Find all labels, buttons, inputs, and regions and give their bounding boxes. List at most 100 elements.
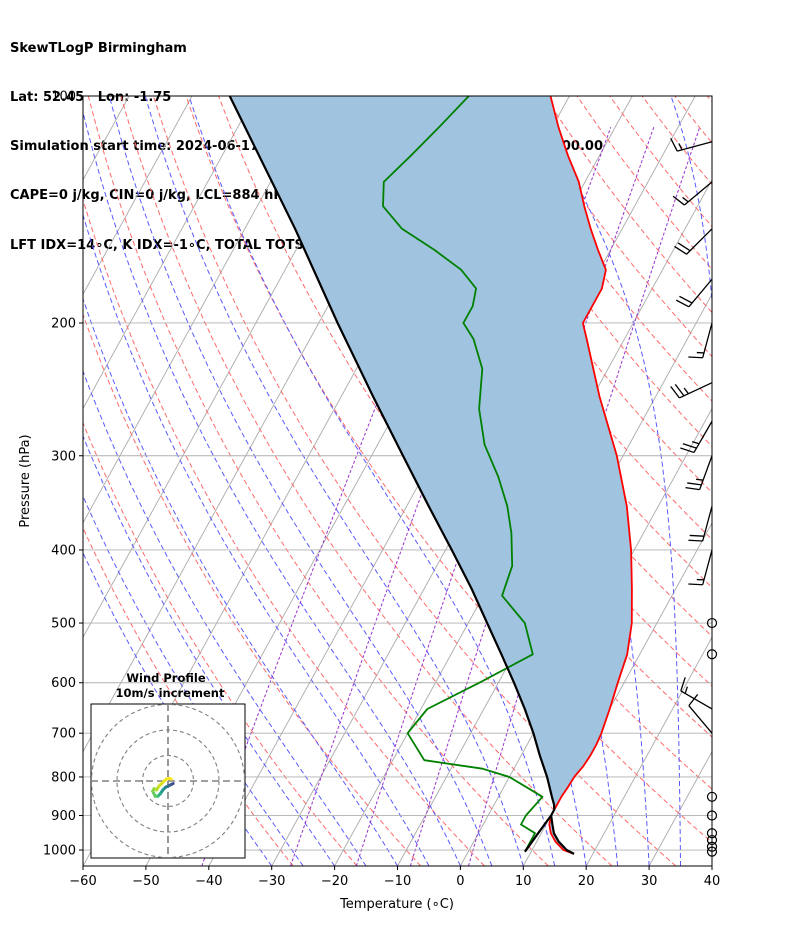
barb-full-flag xyxy=(675,299,690,308)
y-tick-label: 600 xyxy=(51,676,76,691)
shaded-area xyxy=(229,96,632,854)
isotherm xyxy=(775,96,794,866)
x-tick-label: 20 xyxy=(578,874,595,889)
barb-staff xyxy=(688,278,713,308)
wind-barb xyxy=(688,506,713,542)
isotherm xyxy=(460,407,712,866)
calm-wind-barb xyxy=(706,846,718,857)
axis-ticks: −60 −50 −40 −30 −20 −10 0 10 20 30 40 1000 900 800 700… xyxy=(43,90,720,890)
barb-full-flag xyxy=(680,677,686,692)
barb-staff xyxy=(702,322,713,358)
barb-half-flag xyxy=(684,686,688,694)
dry-adiabat xyxy=(641,96,712,186)
barb-staff xyxy=(680,690,713,710)
barb-full-flag xyxy=(688,539,703,542)
barb-full-flag xyxy=(688,356,703,359)
temperature-parcel-shading xyxy=(229,96,632,854)
y-tick-label: 900 xyxy=(51,809,76,824)
dry-adiabat xyxy=(706,96,712,103)
dry-adiabat xyxy=(674,96,712,144)
barb-full-flag xyxy=(688,583,703,586)
y-axis-label: Pressure (hPa) xyxy=(18,434,33,527)
wind-barb xyxy=(672,181,713,206)
barb-full-flag xyxy=(685,486,700,491)
barb-staff xyxy=(677,141,713,152)
calm-wind-barb xyxy=(706,617,718,629)
wind-barb xyxy=(670,382,713,399)
calm-wind-barb xyxy=(706,828,718,839)
y-tick-label: 800 xyxy=(51,770,76,785)
x-tick-label: −20 xyxy=(321,874,348,889)
moist-adiabat xyxy=(83,213,430,866)
y-tick-label: 300 xyxy=(51,449,76,464)
barb-full-flag xyxy=(670,386,680,399)
barb-staff xyxy=(702,506,713,542)
wind-barb xyxy=(685,455,713,491)
hodograph-segment xyxy=(167,776,173,781)
barb-half-flag xyxy=(691,440,700,445)
barb-half-flag xyxy=(678,143,683,151)
y-tick-label: 500 xyxy=(51,617,76,632)
x-tick-label: 10 xyxy=(515,874,532,889)
wind-barb xyxy=(674,228,713,255)
calm-wind-barb xyxy=(706,834,718,846)
wind-barbs xyxy=(670,138,718,857)
barb-full-flag xyxy=(680,447,695,454)
x-tick-label: −60 xyxy=(69,874,96,889)
isotherm xyxy=(711,865,712,866)
dewpoint-line xyxy=(382,96,544,853)
barb-staff xyxy=(679,382,713,399)
dry-adiabat xyxy=(87,96,549,866)
isotherm xyxy=(83,96,256,410)
calm-wind-barb xyxy=(706,810,718,821)
moist-adiabat xyxy=(188,96,556,866)
calm-wind-barb xyxy=(706,841,718,852)
dry-adiabat xyxy=(446,96,712,448)
y-tick-label: 100 xyxy=(51,90,76,105)
barb-full-flag xyxy=(672,195,685,206)
barb-full-flag xyxy=(674,383,685,397)
wind-barb xyxy=(688,549,713,586)
wind-barb xyxy=(675,278,713,308)
dry-adiabat xyxy=(120,96,613,866)
x-tick-label: 30 xyxy=(641,874,658,889)
x-axis-label: Temperature (∘C) xyxy=(339,897,454,912)
barb-full-flag xyxy=(689,534,705,537)
moist-adiabat xyxy=(83,494,304,866)
moist-adiabat xyxy=(83,434,336,866)
wind-barb xyxy=(688,322,713,359)
dry-adiabat xyxy=(83,198,485,866)
moist-adiabat xyxy=(108,96,493,866)
calm-wind-barb xyxy=(706,649,718,660)
y-tick-label: 1000 xyxy=(43,844,76,859)
moist-adiabat xyxy=(144,96,524,866)
barb-full-flag xyxy=(688,693,699,707)
barb-full-flag xyxy=(674,245,687,255)
barb-full-flag xyxy=(682,443,697,449)
x-tick-label: −10 xyxy=(384,874,411,889)
hodograph xyxy=(90,703,246,859)
barb-staff xyxy=(686,228,713,255)
dry-adiabat xyxy=(152,96,677,866)
moist-adiabat xyxy=(528,96,681,866)
y-tick-label: 700 xyxy=(51,727,76,742)
profile-lines xyxy=(228,96,633,855)
isotherm xyxy=(83,96,319,524)
calm-wind-barb xyxy=(706,791,718,802)
isotherm xyxy=(83,96,193,296)
x-tick-label: −40 xyxy=(195,874,222,889)
barb-staff xyxy=(702,549,713,585)
parcel_surface_segment-line xyxy=(524,814,552,853)
barb-staff xyxy=(693,420,713,453)
mixing-ratio-line xyxy=(355,127,612,866)
y-tick-label: 400 xyxy=(51,543,76,558)
wind-barb xyxy=(688,693,713,734)
wind-barb xyxy=(670,138,713,152)
moist-adiabat xyxy=(83,110,461,866)
dry-adiabat xyxy=(83,312,422,866)
isotherm xyxy=(0,96,3,866)
isotherm xyxy=(0,96,66,866)
x-tick-label: −50 xyxy=(132,874,159,889)
moist-adiabat xyxy=(83,369,367,866)
